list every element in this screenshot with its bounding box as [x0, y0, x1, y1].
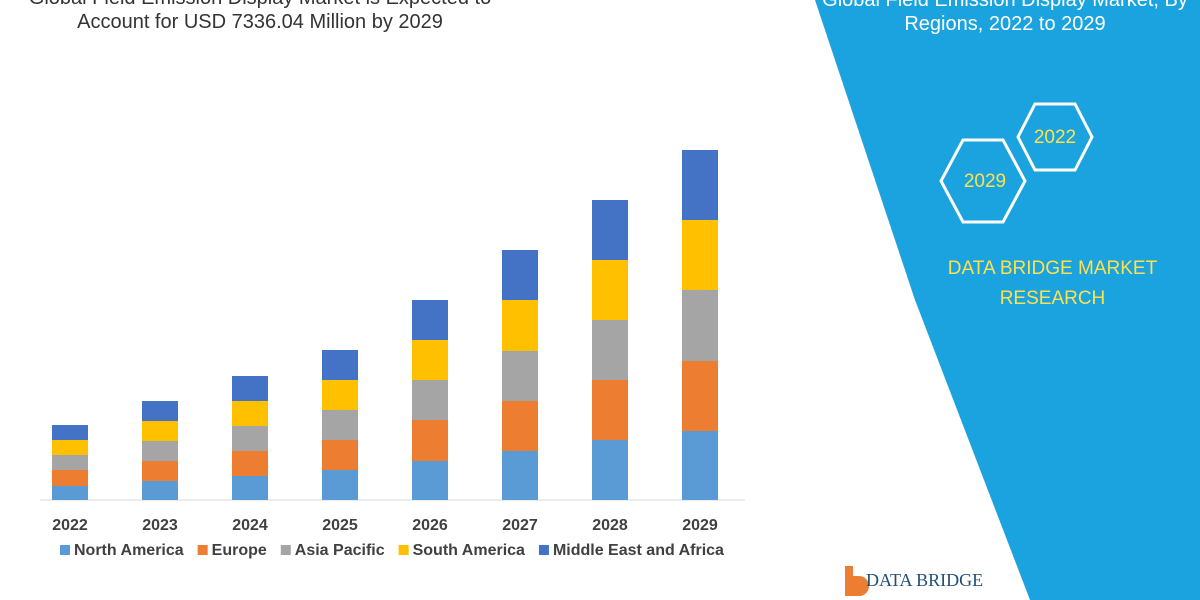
- bar-segment: [502, 250, 538, 300]
- x-tick-label: 2023: [142, 517, 178, 534]
- bar-segment: [502, 351, 538, 401]
- legend-label: South America: [413, 542, 525, 559]
- bar-segment: [682, 220, 718, 290]
- bar-segment: [682, 431, 718, 500]
- bar-segment: [322, 440, 358, 470]
- bar-segment: [232, 426, 268, 451]
- legend-swatch: [197, 545, 208, 555]
- bar-segment: [322, 410, 358, 440]
- bar-segment: [232, 451, 268, 476]
- legend-swatch: [60, 545, 70, 555]
- bar-segment: [412, 420, 448, 461]
- legend-label: North America: [74, 542, 184, 559]
- x-tick-label: 2025: [322, 517, 358, 534]
- x-tick-label: 2027: [502, 517, 538, 534]
- bar-segment: [232, 376, 268, 401]
- hexagon: [1016, 102, 1094, 172]
- bar-segment: [52, 486, 88, 500]
- bar-segment: [412, 380, 448, 420]
- side-panel: [815, 0, 1200, 600]
- x-tick-label: 2026: [412, 517, 448, 534]
- bar-segment: [142, 421, 178, 441]
- title-box: Global Field Emission Display Market is …: [29, 0, 491, 33]
- bar-segment: [142, 481, 178, 500]
- x-tick-label: 2029: [682, 517, 718, 534]
- x-tick-label: 2024: [232, 517, 268, 534]
- legend-swatch: [398, 545, 409, 555]
- chart-title: Global Field Emission Display Market is …: [29, 0, 491, 33]
- hexagon: [939, 138, 1027, 224]
- bar-segment: [412, 300, 448, 340]
- brand: DATA BRIDGE MARKET RESEARCH: [947, 258, 1158, 309]
- bar-segment: [322, 380, 358, 410]
- hexagon-label: 2029: [964, 171, 1006, 192]
- logo-icon: [845, 566, 869, 596]
- bar-segment: [52, 470, 88, 486]
- bar-segment: [142, 441, 178, 461]
- bar-segment: [322, 350, 358, 380]
- bar-segment: [502, 401, 538, 451]
- bar-segment: [682, 290, 718, 361]
- x-tick-label: 2022: [52, 517, 88, 534]
- bar-segment: [412, 340, 448, 380]
- legend-swatch: [538, 545, 549, 555]
- legend-label: Europe: [212, 542, 267, 559]
- legend-label: Middle East and Africa: [553, 542, 724, 559]
- side-title: Global Field Emission Display Market, By…: [822, 0, 1188, 35]
- bar-segment: [322, 470, 358, 500]
- bar-segment: [232, 401, 268, 426]
- bar-segment: [502, 300, 538, 351]
- bar-segment: [592, 320, 628, 380]
- bar-segment: [592, 440, 628, 500]
- bar-segment: [592, 380, 628, 440]
- bar-segment: [682, 361, 718, 431]
- bar-segment: [52, 425, 88, 440]
- bar-segment: [52, 455, 88, 470]
- bar-segment: [592, 200, 628, 260]
- logo-text: DATA BRIDGE: [866, 570, 983, 590]
- hexagon-label: 2022: [1034, 127, 1076, 148]
- bar-segment: [682, 150, 718, 220]
- legend-label: Asia Pacific: [295, 542, 385, 559]
- bar-segment: [502, 451, 538, 500]
- bar-segment: [592, 260, 628, 320]
- x-tick-label: 2028: [592, 517, 628, 534]
- bar-segment: [142, 401, 178, 421]
- legend-swatch: [280, 545, 291, 555]
- bar-segment: [232, 476, 268, 500]
- bar-segment: [412, 461, 448, 500]
- brand-box: DATA BRIDGE MARKET RESEARCH: [947, 258, 1158, 309]
- side-title-box: Global Field Emission Display Market, By…: [822, 0, 1188, 35]
- bar-segment: [52, 440, 88, 455]
- bar-segment: [142, 461, 178, 481]
